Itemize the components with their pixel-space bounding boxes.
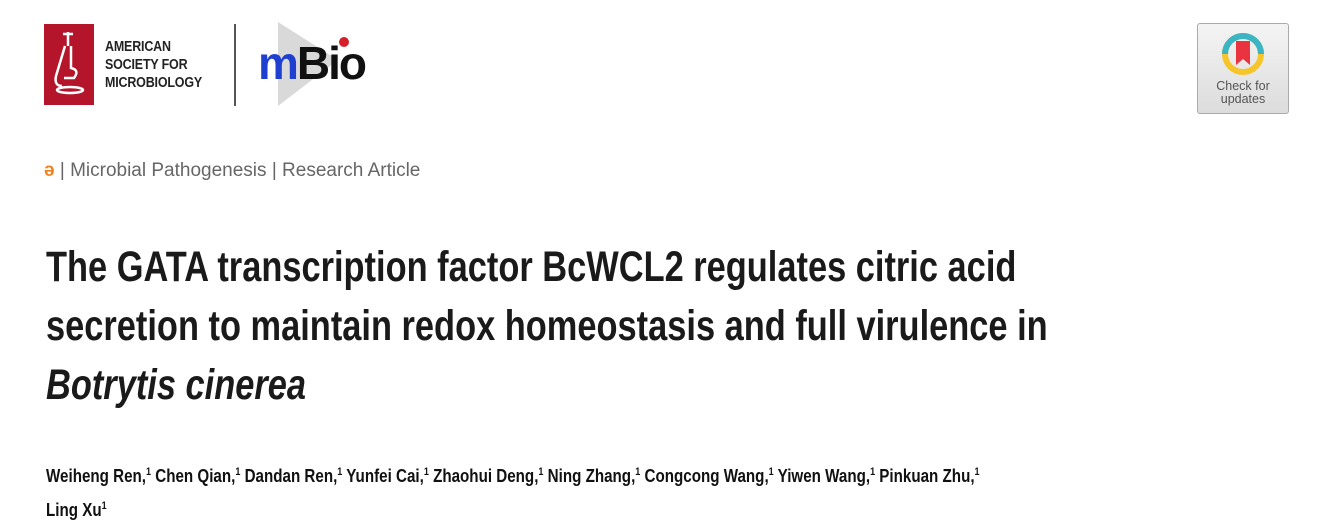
article-section[interactable]: Microbial Pathogenesis	[70, 160, 267, 181]
author-name[interactable]: Pinkuan Zhu,	[879, 465, 975, 487]
author-name[interactable]: Dandan Ren,	[244, 465, 338, 487]
mbio-wordmark: mBio	[258, 36, 367, 90]
author-name[interactable]: Congcong Wang,	[644, 465, 769, 487]
title-line: The GATA transcription factor BcWCL2 reg…	[46, 243, 1017, 291]
separator: |	[271, 160, 277, 181]
title-species: Botrytis cinerea	[46, 361, 307, 409]
cfu-line1: Check for	[1216, 79, 1270, 93]
separator: |	[59, 160, 65, 181]
affiliation-marker[interactable]: 1	[538, 466, 544, 478]
asm-line: SOCIETY FOR	[105, 56, 188, 73]
affiliation-marker[interactable]: 1	[146, 466, 152, 478]
logo-divider	[234, 24, 236, 106]
author-name[interactable]: Chen Qian,	[155, 465, 236, 487]
microscope-icon	[44, 24, 94, 105]
asm-line: MICROBIOLOGY	[105, 74, 203, 91]
author-name[interactable]: Zhaohui Deng,	[433, 465, 539, 487]
author-name[interactable]: Ling Xu	[46, 499, 102, 521]
mbio-m: m	[258, 37, 299, 89]
author-name[interactable]: Yiwen Wang,	[777, 465, 871, 487]
asm-wordmark: AMERICAN SOCIETY FOR MICROBIOLOGY	[105, 38, 202, 92]
affiliation-marker[interactable]: 1	[635, 466, 641, 478]
check-for-updates-label: Check for updates	[1198, 80, 1288, 106]
cfu-line2: updates	[1220, 92, 1266, 106]
affiliation-marker[interactable]: 1	[235, 466, 241, 478]
title-line: secretion to maintain redox homeostasis …	[46, 302, 1048, 350]
asm-line: AMERICAN	[105, 38, 171, 55]
play-shape-icon	[278, 22, 349, 106]
crossmark-icon	[1222, 33, 1264, 75]
affiliation-marker[interactable]: 1	[101, 500, 107, 513]
author-list: Weiheng Ren,1 Chen Qian,1 Dandan Ren,1 Y…	[46, 457, 1185, 525]
asm-logo[interactable]: AMERICAN SOCIETY FOR MICROBIOLOGY	[44, 24, 218, 105]
affiliation-marker[interactable]: 1	[768, 466, 774, 478]
article-meta: ə | Microbial Pathogenesis | Research Ar…	[44, 160, 420, 182]
article-title: The GATA transcription factor BcWCL2 reg…	[46, 238, 1298, 415]
mbio-bio: Bio	[296, 37, 367, 89]
author-name[interactable]: Yunfei Cai,	[346, 465, 424, 487]
affiliation-marker[interactable]: 1	[423, 466, 429, 478]
open-access-icon: ə	[44, 160, 55, 181]
affiliation-marker[interactable]: 1	[870, 466, 876, 478]
check-for-updates-button[interactable]: Check for updates	[1197, 23, 1289, 114]
article-type: Research Article	[282, 160, 421, 181]
mbio-logo[interactable]: mBio	[256, 22, 386, 106]
affiliation-marker[interactable]: 1	[974, 466, 980, 478]
affiliation-marker[interactable]: 1	[337, 466, 343, 478]
author-name[interactable]: Weiheng Ren,	[46, 465, 147, 487]
author-name[interactable]: Ning Zhang,	[547, 465, 636, 487]
